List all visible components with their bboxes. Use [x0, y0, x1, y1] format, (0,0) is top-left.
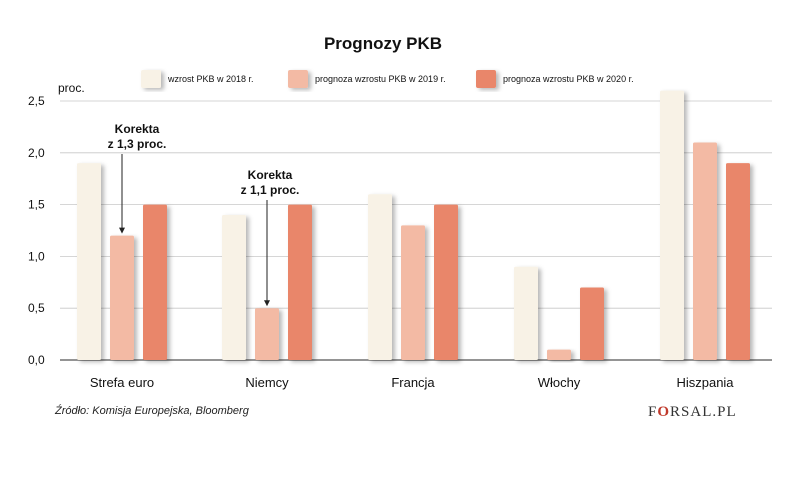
bar — [222, 214, 246, 360]
annotation-text: z 1,3 proc. — [108, 137, 167, 151]
bar — [143, 204, 167, 360]
annotation-arrowhead — [119, 227, 125, 234]
bar — [434, 204, 458, 360]
bar — [693, 142, 717, 360]
annotation-text: Korekta — [115, 122, 160, 136]
source-note: Źródło: Komisja Europejska, Bloomberg — [55, 405, 249, 417]
bar — [726, 163, 750, 360]
y-tick-label: 0,0 — [28, 353, 45, 367]
chart-title: Prognozy PKB — [324, 34, 442, 53]
bar — [255, 308, 279, 360]
bar — [660, 90, 684, 360]
y-tick-label: 1,0 — [28, 249, 45, 263]
bar — [514, 266, 538, 360]
y-tick-label: 2,0 — [28, 146, 45, 160]
category-label: Hiszpania — [676, 375, 734, 390]
legend-swatch — [288, 70, 308, 88]
category-label: Francja — [391, 375, 435, 390]
category-label: Włochy — [538, 375, 581, 390]
y-tick-label: 0,5 — [28, 301, 45, 315]
legend-label: wzrost PKB w 2018 r. — [167, 74, 254, 84]
legend-swatch — [141, 70, 161, 88]
bar — [110, 235, 134, 360]
annotation-arrowhead — [264, 300, 270, 307]
bar — [368, 194, 392, 360]
category-label: Strefa euro — [90, 375, 154, 390]
bar — [547, 349, 571, 360]
logo-text-1: F — [648, 404, 658, 420]
legend-swatch — [476, 70, 496, 88]
legend-label: prognoza wzrostu PKB w 2019 r. — [315, 74, 446, 84]
y-tick-label: 1,5 — [28, 198, 45, 212]
category-label: Niemcy — [245, 375, 289, 390]
bar — [288, 204, 312, 360]
y-axis-label: proc. — [58, 81, 85, 95]
bar — [580, 287, 604, 360]
bar — [77, 163, 101, 360]
annotation-text: z 1,1 proc. — [241, 183, 300, 197]
annotation-text: Korekta — [248, 168, 293, 182]
legend-label: prognoza wzrostu PKB w 2020 r. — [503, 74, 634, 84]
y-tick-label: 2,5 — [28, 94, 45, 108]
logo-o: O — [657, 404, 671, 420]
logo-text-2: RSAL.PL — [670, 404, 737, 420]
forsal-logo[interactable]: FORSAL.PL — [648, 404, 737, 421]
bar — [401, 225, 425, 360]
